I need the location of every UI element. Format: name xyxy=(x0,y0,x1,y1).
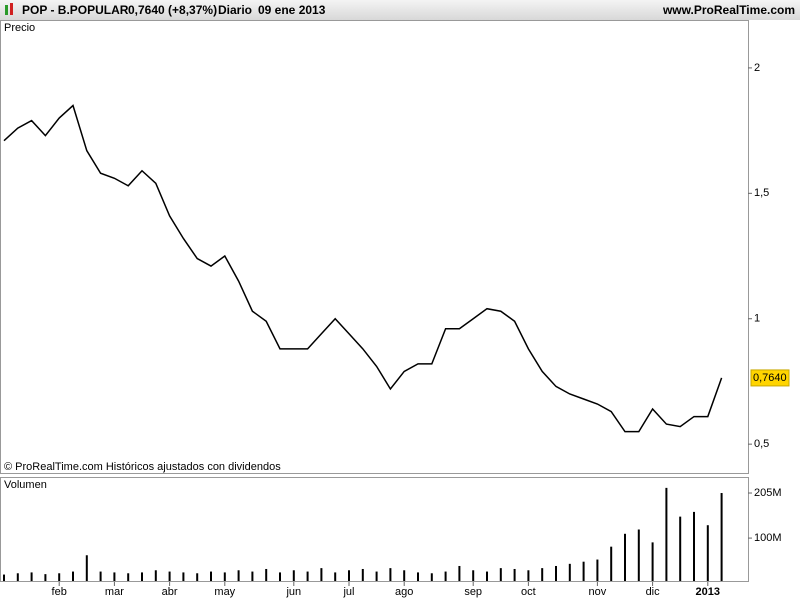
volume-bar xyxy=(30,572,33,581)
x-tick-label: dic xyxy=(646,586,661,598)
volume-bar xyxy=(279,572,281,581)
volume-panel xyxy=(0,477,749,582)
volume-bar xyxy=(154,570,157,581)
x-tick-label: 2013 xyxy=(696,586,720,598)
x-tick-label: sep xyxy=(464,586,482,598)
x-tick-label: ago xyxy=(395,586,413,598)
x-tick-label: may xyxy=(214,586,235,598)
y-tick-label: 100M xyxy=(754,532,782,544)
quote: 0,7640 (+8,37%) xyxy=(128,3,217,17)
volume-bar xyxy=(210,571,212,581)
volume-bar xyxy=(499,568,502,581)
volume-bar xyxy=(527,570,530,581)
volume-bar xyxy=(237,570,240,581)
volume-bar xyxy=(624,533,626,581)
volume-bar xyxy=(679,516,682,581)
volume-bar xyxy=(430,573,433,581)
volume-bar xyxy=(141,572,143,581)
volume-bar xyxy=(720,493,723,581)
y-tick-label: 0,5 xyxy=(754,438,769,450)
volume-bar xyxy=(265,568,268,581)
header-bar xyxy=(0,0,800,20)
last-price-box xyxy=(750,369,790,387)
volume-bar xyxy=(196,573,199,581)
volume-bar xyxy=(458,565,461,581)
y-tick-label: 1 xyxy=(754,313,760,325)
volume-bar xyxy=(16,573,19,581)
x-tick-label: abr xyxy=(162,586,178,598)
volume-bar xyxy=(85,555,88,581)
volume-bar xyxy=(555,565,557,581)
price-title: Precio xyxy=(4,22,35,34)
volume-bar xyxy=(472,570,475,581)
volume-bar xyxy=(706,525,709,581)
volume-bar xyxy=(361,568,364,581)
logo xyxy=(10,3,13,15)
volume-bar xyxy=(637,529,640,581)
volume-bar xyxy=(486,571,488,581)
volume-bar xyxy=(568,563,571,581)
logo xyxy=(5,5,8,15)
volume-bar xyxy=(292,570,295,581)
x-tick-label: mar xyxy=(105,586,124,598)
x-tick-label: jun xyxy=(285,586,301,598)
volume-bar xyxy=(513,568,516,581)
last-price-label: 0,7640 xyxy=(753,372,787,384)
volume-bar xyxy=(417,572,419,581)
price-panel xyxy=(0,20,749,474)
volume-bar xyxy=(596,559,599,581)
volume-bar xyxy=(223,572,226,581)
volume-bar xyxy=(334,572,337,581)
volume-bar xyxy=(72,571,74,581)
volume-bar xyxy=(58,573,61,581)
volume-bar xyxy=(182,572,185,581)
volume-bar xyxy=(541,568,544,581)
volume-bar xyxy=(348,570,350,581)
volume-bar xyxy=(113,572,116,581)
site: www.ProRealTime.com xyxy=(662,3,795,17)
y-tick-label: 2 xyxy=(754,62,760,74)
volume-bar xyxy=(127,573,130,581)
volume-bar xyxy=(665,487,668,581)
volume-bar xyxy=(582,561,585,581)
volume-bar xyxy=(3,574,5,581)
x-tick-label: jul xyxy=(342,586,354,598)
price-note: © ProRealTime.com Históricos ajustados c… xyxy=(4,461,281,473)
volume-bar xyxy=(44,574,47,581)
x-tick-label: oct xyxy=(521,586,536,598)
volume-bar xyxy=(403,570,406,581)
volume-bar xyxy=(693,511,695,581)
x-tick-label: nov xyxy=(589,586,607,598)
volume-bar xyxy=(99,571,102,581)
volume-bar xyxy=(610,546,613,581)
x-tick-label: feb xyxy=(52,586,67,598)
price-line xyxy=(3,104,723,433)
date: 09 ene 2013 xyxy=(258,3,326,17)
volume-bar xyxy=(444,571,447,581)
y-tick-label: 205M xyxy=(754,487,782,499)
volume-bar xyxy=(306,571,309,581)
volume-bar xyxy=(375,571,378,581)
volume-bar xyxy=(389,568,392,581)
volume-bar xyxy=(251,571,254,581)
volume-bar xyxy=(320,568,323,581)
volume-title: Volumen xyxy=(4,479,47,491)
y-tick-label: 1,5 xyxy=(754,187,769,199)
volume-bar xyxy=(168,571,171,581)
symbol: POP - B.POPULAR xyxy=(22,3,129,17)
volume-bar xyxy=(651,542,654,581)
period: Diario xyxy=(218,3,252,17)
